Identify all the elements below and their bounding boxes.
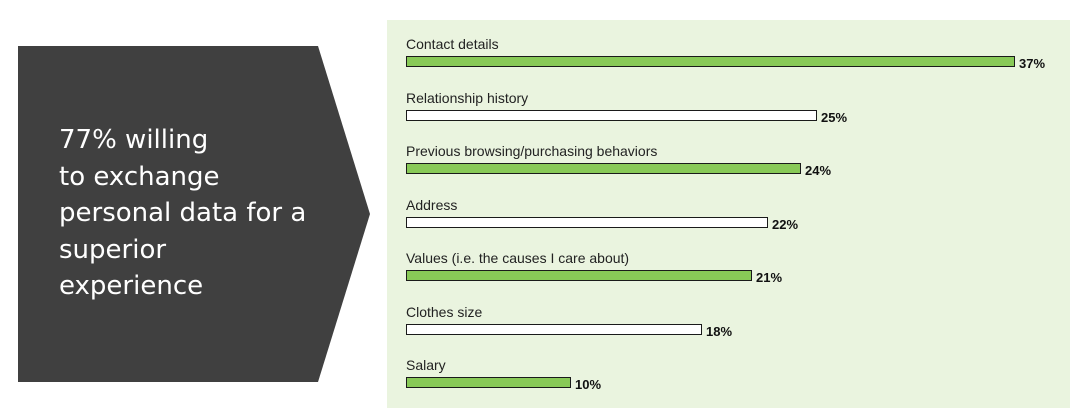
bar [406, 163, 801, 174]
category-label: Contact details [406, 36, 499, 52]
bar [406, 323, 702, 335]
callout-line: experience [59, 271, 204, 301]
value-label: 25% [821, 109, 848, 125]
category-label: Values (i.e. the causes I care about) [406, 250, 630, 266]
callout-text: 77% willing to exchange personal data fo… [59, 122, 359, 305]
chart-panel [387, 20, 1070, 408]
value-label: 37% [1019, 56, 1046, 71]
bar [406, 216, 768, 228]
category-label: Address [406, 196, 458, 213]
value-label: 24% [805, 163, 832, 178]
bar [406, 377, 571, 388]
bar [406, 270, 752, 281]
value-label: 10% [575, 377, 602, 392]
bar [406, 109, 817, 121]
value-label: 21% [756, 270, 783, 285]
callout-line: 77% willing [59, 125, 209, 155]
bar [406, 56, 1015, 67]
category-label: Relationship history [406, 89, 529, 106]
category-label: Clothes size [406, 303, 483, 320]
category-label: Salary [406, 357, 446, 373]
callout-line: personal data for a [59, 198, 307, 228]
callout-line: superior [59, 234, 167, 265]
value-label: 22% [772, 216, 799, 232]
value-label: 18% [706, 323, 733, 339]
callout-line: to exchange [59, 161, 220, 192]
category-label: Previous browsing/purchasing behaviors [406, 143, 658, 159]
